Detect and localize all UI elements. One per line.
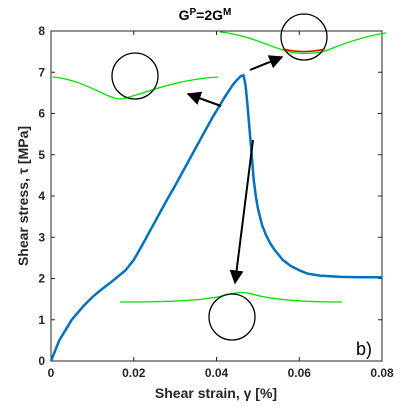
plot-area [50,30,383,362]
x-tick-label: 0 [48,366,55,380]
arrow-to-bottom-inset [229,139,254,285]
y-tick-label: 0 [38,354,45,368]
x-tick-label: 0.06 [288,366,312,380]
interface-line-left [52,76,219,100]
x-tick-label: 0.02 [122,366,146,380]
x-tick-label: 0.08 [370,366,394,380]
crack-line [282,48,326,53]
y-tick-label: 2 [38,272,45,286]
stress-strain-curve [49,73,382,362]
inset-crack-interface [219,13,387,61]
y-tick-label: 6 [38,107,45,121]
x-axis-label: Shear strain, γ [%] [155,385,277,401]
inset-post-peak-interface [119,291,343,341]
particle-circle-top [280,13,328,61]
panel-label: b) [356,339,372,359]
interface-line-top [219,31,387,54]
particle-circle-bottom [208,293,256,341]
arrow-to-top-inset [249,55,284,71]
particle-circle-left [111,52,159,100]
y-axis-label: Shear stress, τ [MPa] [15,126,31,266]
interface-line-bottom [119,291,343,303]
y-tick-label: 4 [38,189,45,203]
arrow-to-left-inset [186,91,222,107]
chart-title: GP=2GM [179,7,232,23]
inset-peak-interface [52,52,219,100]
y-tick-label: 8 [38,24,45,38]
y-tick-label: 3 [38,230,45,244]
x-ticks: 0 0.02 0.04 0.06 0.08 [48,31,394,380]
y-tick-label: 5 [38,148,45,162]
x-tick-label: 0.04 [205,366,229,380]
y-tick-label: 7 [38,65,45,79]
y-tick-label: 1 [38,313,45,327]
